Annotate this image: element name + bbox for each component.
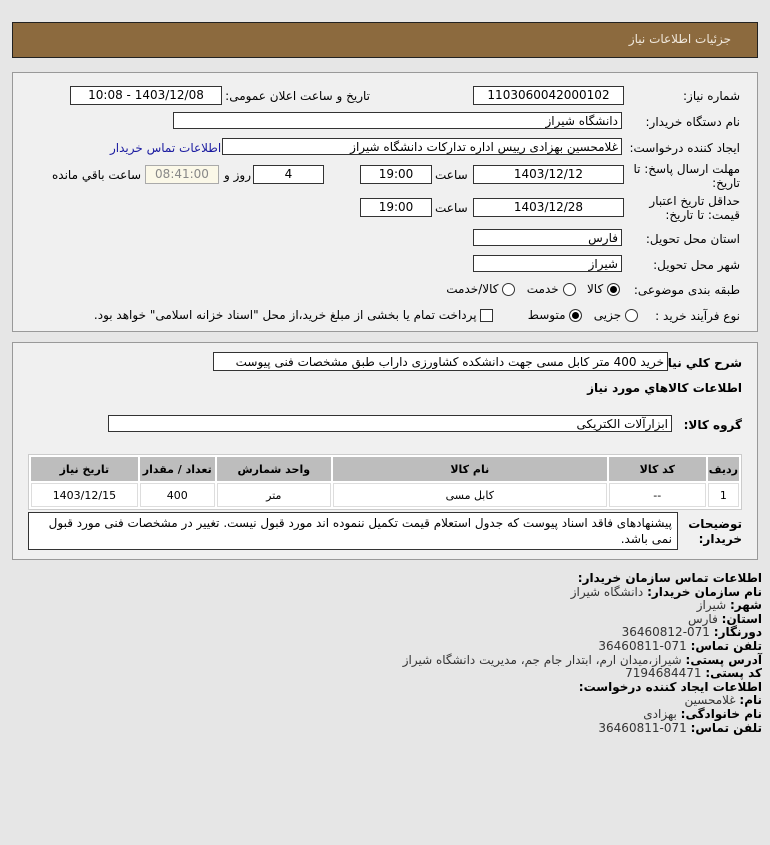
col-name: نام کالا — [332, 457, 607, 481]
buyer-org-label: نام دستگاه خریدار: — [645, 115, 741, 129]
days-field[interactable]: 4 — [253, 165, 324, 184]
group-label: گروه کالا: — [683, 418, 742, 432]
category-option-goods[interactable]: کالا — [587, 282, 620, 296]
summary-label: شرح کلي نیاز: — [656, 356, 742, 370]
announce-label: تاریخ و ساعت اعلان عمومی: — [225, 89, 370, 103]
contact-phone: تلفن تماس: 071-36460811 — [598, 638, 762, 653]
category-label: طبقه بندی موضوعی: — [633, 283, 740, 297]
deadline-label: مهلت ارسال پاسخ: تا تاریخ: — [633, 162, 740, 190]
page-header: جزئیات اطلاعات نیاز — [12, 22, 758, 58]
contact-org: نام سازمان خریدار: دانشگاه شیراز — [570, 584, 762, 599]
radio-icon[interactable] — [625, 309, 638, 322]
cell-code: -- — [608, 483, 706, 507]
creator-field[interactable]: غلامحسین بهزادی رییس اداره تدارکات دانشگ… — [222, 138, 622, 155]
contact-postal-code: کد پستی: 7194684471 — [625, 666, 762, 681]
contact-heading: اطلاعات تماس سازمان خریدار: — [577, 571, 762, 585]
payment-checkbox[interactable]: پرداخت تمام یا بخشی از مبلغ خرید،از محل … — [94, 308, 494, 322]
contact-city: شهر: شیراز — [696, 598, 762, 613]
group-field[interactable]: ابزارآلات الکتریکی — [108, 415, 672, 432]
deadline-date-field[interactable]: 1403/12/12 — [473, 165, 624, 184]
radio-checked-icon[interactable] — [607, 283, 620, 296]
radio-checked-icon[interactable] — [569, 309, 583, 322]
creator-label: ایجاد کننده درخواست: — [629, 141, 740, 155]
deadline-time-field[interactable]: 19:00 — [360, 165, 432, 184]
goods-table: ردیف کد کالا نام کالا واحد شمارش تعداد /… — [28, 454, 742, 510]
process-label: نوع فرآیند خرید : — [655, 309, 740, 323]
notes-label: توضیحات خریدار: — [688, 517, 742, 546]
col-quantity: تعداد / مقدار — [139, 457, 215, 481]
col-unit: واحد شمارش — [216, 457, 331, 481]
col-code: کد کالا — [608, 457, 706, 481]
goods-heading: اطلاعات کالاهاي مورد نیاز — [587, 381, 742, 395]
cell-quantity: 400 — [139, 483, 215, 507]
validity-date-field[interactable]: 1403/12/28 — [473, 198, 624, 217]
remaining-time-field: 08:41:00 — [145, 165, 219, 184]
table-row: 1 -- کابل مسی متر 400 1403/12/15 — [31, 483, 739, 507]
creator-last-name: نام خانوادگی: بهزادی — [643, 706, 762, 721]
category-radio-group: کالا خدمت کالا/خدمت — [446, 282, 620, 296]
days-label: روز و — [224, 168, 251, 182]
creator-phone: تلفن تماس: 071-36460811 — [598, 720, 762, 735]
table-header-row: ردیف کد کالا نام کالا واحد شمارش تعداد /… — [31, 457, 739, 481]
creator-first-name: نام: غلامحسین — [684, 693, 762, 708]
cell-date: 1403/12/15 — [31, 483, 138, 507]
province-label: استان محل تحویل: — [645, 232, 740, 246]
contact-fax: دورنگار: 071-36460812 — [621, 625, 762, 640]
creator-heading: اطلاعات ایجاد کننده درخواست: — [578, 679, 762, 694]
buyer-contact-link[interactable]: اطلاعات تماس خریدار — [110, 141, 222, 155]
validity-time-label: ساعت — [435, 201, 468, 215]
process-option-minor[interactable]: جزیی — [594, 308, 638, 322]
cell-name: کابل مسی — [332, 483, 607, 507]
category-option-service[interactable]: خدمت — [527, 282, 576, 296]
process-radio-group: جزیی متوسط پرداخت تمام یا بخشی از مبلغ خ… — [94, 308, 638, 322]
checkbox-icon[interactable] — [480, 309, 494, 322]
validity-time-field[interactable]: 19:00 — [360, 198, 432, 217]
notes-field: پیشنهادهای فاقد اسناد پیوست که جدول استع… — [28, 512, 678, 550]
page-title: جزئیات اطلاعات نیاز — [628, 32, 731, 46]
deadline-time-label: ساعت — [435, 168, 468, 182]
cell-unit: متر — [216, 483, 331, 507]
cell-row-number: 1 — [707, 483, 739, 507]
announce-field[interactable]: 1403/12/08 - 10:08 — [70, 86, 222, 105]
col-date: تاریخ نیاز — [31, 457, 138, 481]
contact-province: استان: فارس — [687, 611, 762, 626]
province-field[interactable]: فارس — [473, 229, 622, 246]
city-label: شهر محل تحویل: — [653, 258, 740, 272]
col-row-number: ردیف — [707, 457, 739, 481]
radio-icon[interactable] — [562, 283, 576, 296]
need-number-label: شماره نیاز: — [683, 89, 740, 103]
summary-field[interactable]: خرید 400 متر کابل مسی جهت دانشکده کشاورز… — [213, 352, 668, 371]
category-option-both[interactable]: کالا/خدمت — [446, 282, 516, 296]
validity-label: حداقل تاریخ اعتبار قیمت: تا تاریخ: — [649, 194, 740, 222]
buyer-contact-info: اطلاعات تماس سازمان خریدار: نام سازمان خ… — [402, 571, 762, 735]
process-option-medium[interactable]: متوسط — [528, 308, 583, 322]
city-field[interactable]: شیراز — [473, 255, 622, 272]
radio-icon[interactable] — [502, 283, 516, 296]
need-number-field[interactable]: 1103060042000102 — [473, 86, 624, 105]
buyer-org-field[interactable]: دانشگاه شیراز — [173, 112, 622, 129]
contact-address: آدرس پستی: شیراز،میدان ارم، ابتدار جام ج… — [402, 652, 762, 667]
remaining-label: ساعت باقي مانده — [52, 168, 142, 182]
